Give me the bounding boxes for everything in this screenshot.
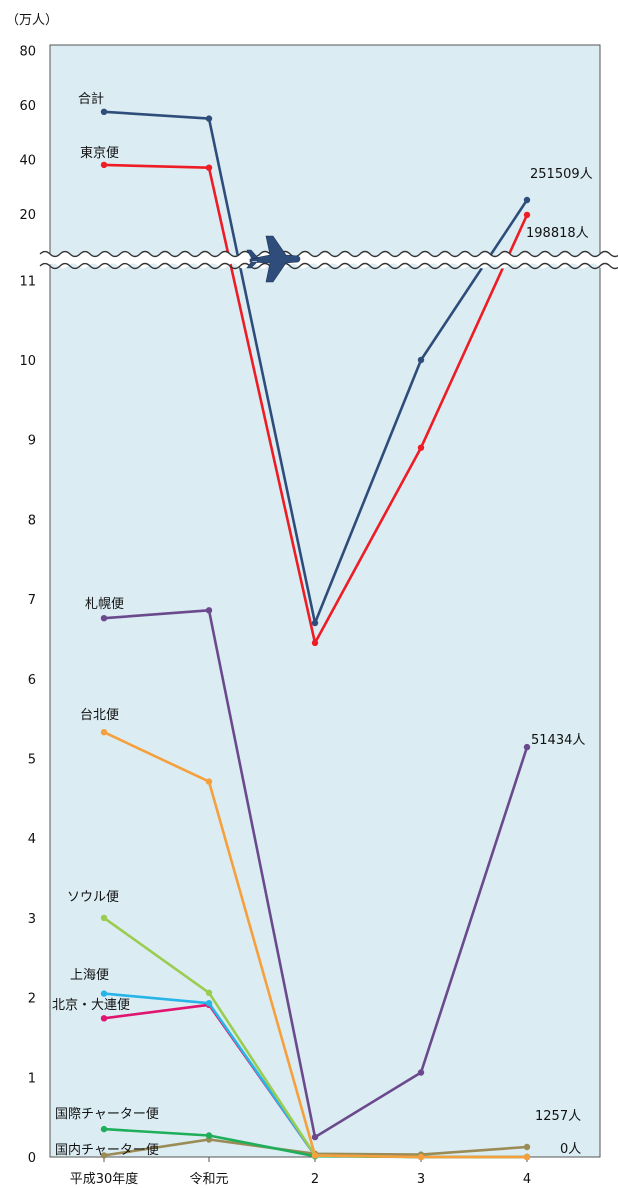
data-point (417, 444, 425, 451)
data-point (523, 1143, 531, 1151)
axis-break-line (39, 250, 618, 258)
data-point (311, 639, 319, 647)
x-tick-label: 2 (311, 1172, 319, 1187)
data-point (523, 196, 531, 204)
data-point (100, 729, 108, 736)
y-tick-label: 9 (28, 434, 36, 449)
data-point (523, 211, 531, 219)
y-tick-label: 1 (28, 1071, 36, 1086)
axis-break-line (39, 262, 618, 270)
series-label: 上海便 (70, 968, 109, 983)
x-tick-label: 4 (523, 1172, 531, 1187)
data-point (205, 778, 213, 785)
data-point (100, 615, 108, 622)
series-label: 国内チャーター便 (55, 1142, 159, 1158)
value-annotation: 198818人 (526, 226, 589, 241)
data-point (417, 356, 425, 364)
series-label: 北京・大連便 (52, 998, 130, 1013)
value-annotation: 0人 (560, 1142, 581, 1157)
data-point (311, 1152, 319, 1159)
y-tick-label: 10 (19, 354, 36, 369)
y-tick-label: 4 (28, 832, 36, 847)
data-point (311, 619, 319, 627)
y-tick-label: 6 (28, 673, 36, 688)
series-label: 札幌便 (85, 596, 124, 612)
data-point (205, 607, 213, 614)
data-point (311, 1133, 319, 1141)
axis-break-band (28, 251, 618, 269)
data-point (205, 989, 213, 996)
series-label: 合計 (78, 91, 104, 107)
data-point (205, 1132, 213, 1139)
data-point (205, 115, 213, 122)
y-tick-label: 0 (28, 1151, 36, 1166)
data-point (205, 164, 213, 171)
x-tick-label: 3 (417, 1172, 425, 1187)
data-point (100, 1015, 108, 1022)
x-tick-label: 平成30年度 (70, 1171, 139, 1187)
value-annotation: 251509人 (530, 167, 593, 182)
data-point (100, 108, 108, 116)
data-point (100, 161, 108, 169)
series-label: 東京便 (80, 145, 119, 161)
data-point (205, 1000, 213, 1007)
data-point (523, 1153, 531, 1161)
y-tick-label: 3 (28, 912, 36, 927)
y-tick-label: 5 (28, 753, 36, 768)
y-tick-label: 7 (28, 593, 36, 608)
value-annotation: 1257人 (535, 1109, 581, 1124)
y-tick-label: 20 (19, 208, 36, 223)
y-tick-label: 8 (28, 513, 36, 528)
data-point (100, 1125, 108, 1133)
y-tick-label: 40 (19, 154, 36, 169)
data-point (417, 1069, 425, 1076)
data-point (100, 914, 108, 922)
value-annotation: 51434人 (531, 733, 585, 748)
y-tick-label: 2 (28, 992, 36, 1007)
y-tick-label: 80 (19, 45, 36, 60)
data-point (100, 990, 108, 997)
data-point (523, 743, 531, 751)
y-tick-label: 11 (19, 274, 36, 289)
series-label: ソウル便 (67, 890, 119, 905)
y-unit-label: （万人） (6, 13, 58, 28)
x-tick-label: 令和元 (189, 1172, 228, 1187)
airplane-icon (246, 235, 301, 283)
series-label: 国際チャーター便 (55, 1107, 159, 1122)
series-label: 台北便 (80, 708, 119, 723)
data-point (417, 1153, 425, 1161)
data-point (100, 1152, 108, 1159)
y-tick-label: 60 (19, 99, 36, 114)
